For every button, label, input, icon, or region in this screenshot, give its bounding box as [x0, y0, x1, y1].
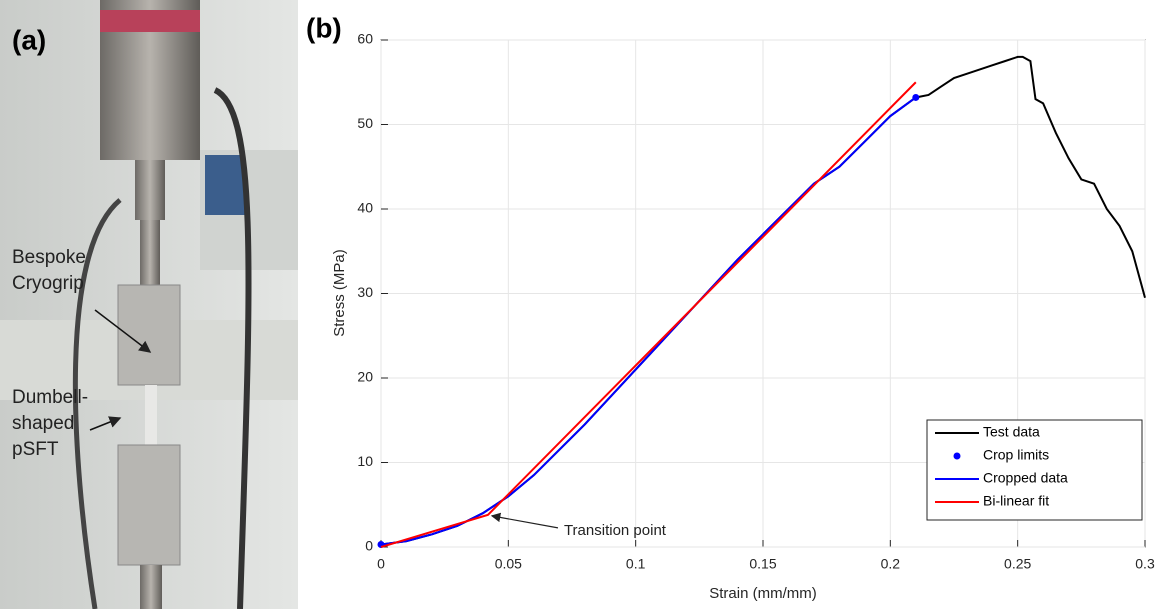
- series-line: [380, 96, 917, 546]
- photo-annotation: Cryogrip: [12, 273, 84, 294]
- photo-annotation: pSFT: [12, 439, 59, 460]
- plot: 0 0.05 0.1 0.15 0.2 0.25 0.3 0 10 20 30 40 50 60 Trans…: [357, 31, 1155, 572]
- legend-box: [926, 419, 1143, 521]
- y-axis-label: Stress (MPa): [331, 249, 348, 337]
- series-line: [380, 81, 917, 548]
- x-tick-label: 0.1: [626, 556, 646, 572]
- panel-label: (a): [12, 24, 46, 55]
- x-tick-label: 0.3: [1135, 556, 1155, 572]
- photo: [0, 0, 298, 610]
- x-tick-label: 0.05: [495, 556, 522, 572]
- y-tick-label: 30: [357, 284, 373, 300]
- x-tick-label: 0.25: [1004, 556, 1031, 572]
- legend-label: Test data: [983, 424, 1040, 440]
- legend-label: Crop limits: [983, 447, 1049, 463]
- annotation-arrow: [490, 512, 559, 529]
- y-tick-label: 40: [357, 200, 373, 216]
- legend-label: Bi-linear fit: [983, 493, 1049, 509]
- photo-annotation: shaped: [12, 413, 74, 434]
- annotation-text: Transition point: [564, 522, 667, 539]
- x-tick-label: 0.2: [881, 556, 901, 572]
- y-tick-label: 0: [365, 538, 373, 554]
- x-tick-label: 0: [377, 556, 385, 572]
- legend-swatch: [953, 452, 961, 460]
- y-tick-label: 10: [357, 453, 373, 469]
- y-tick-label: 50: [357, 115, 373, 131]
- photo-annotations: Bespoke Cryogrip Dumbell-shaped pSFT: [12, 247, 88, 460]
- x-axis-label: Strain (mm/mm): [709, 585, 817, 602]
- y-tick-label: 20: [357, 369, 373, 385]
- panel-label: (b): [306, 12, 342, 43]
- photo-annotation: Dumbell-: [12, 387, 88, 408]
- photo-annotation: Bespoke: [12, 247, 86, 268]
- legend-label: Cropped data: [983, 470, 1068, 486]
- y-tick-label: 60: [357, 31, 373, 47]
- x-tick-label: 0.15: [749, 556, 776, 572]
